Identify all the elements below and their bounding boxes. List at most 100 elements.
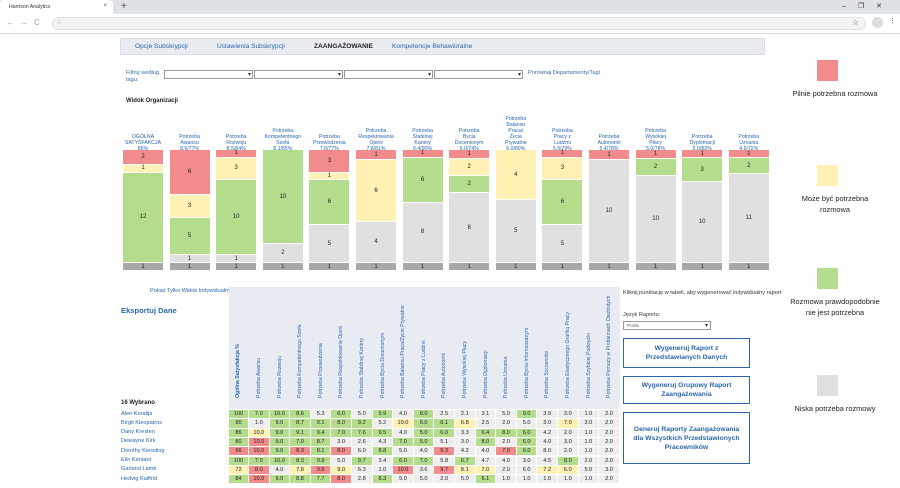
score-cell[interactable]: 5.0 (578, 465, 600, 476)
score-cell[interactable]: 3.0 (558, 437, 579, 448)
score-cell[interactable]: 1.0 (372, 465, 394, 476)
score-cell[interactable]: 2.0 (599, 437, 620, 448)
score-cell[interactable]: 6.4 (475, 428, 497, 438)
chart-bar[interactable]: 1 3 10 1 1 (216, 150, 257, 271)
chart-segment-yellow[interactable]: 1 (123, 165, 163, 173)
chart-segment-gray[interactable]: 4 (356, 221, 396, 263)
table-column-header[interactable]: Potrzeba Szybkiej Podwyżki (586, 333, 592, 398)
score-cell[interactable]: 8.0 (413, 410, 435, 420)
score-cell[interactable]: 5.2 (372, 419, 394, 429)
chart-segment-red[interactable]: 2 (123, 150, 163, 166)
score-cell[interactable]: 8.0 (537, 447, 558, 457)
table-column-header[interactable]: Potrzeba Stabilnej Kariery (359, 338, 365, 398)
score-cell[interactable]: 5.0 (516, 419, 538, 429)
chart-segment-red[interactable]: 1 (216, 150, 257, 158)
chart-segment-dark[interactable]: 1 (495, 263, 536, 271)
score-cell[interactable]: 6.3 (352, 465, 373, 476)
score-cell[interactable]: 4.0 (537, 437, 558, 448)
score-cell[interactable]: 3.0 (578, 419, 600, 429)
score-cell[interactable]: 2.0 (599, 428, 620, 438)
chart-segment-gray[interactable]: 1 (169, 255, 210, 263)
chart-segment-gray[interactable]: 5 (542, 225, 583, 263)
chart-column-label[interactable]: Potrzeba Bycia Docenionym 6.0/74% (454, 128, 484, 152)
score-cell[interactable]: 7.2 (537, 465, 558, 476)
chart-column-label[interactable]: Potrzeba Respektowania Opinii 7.8/81% (358, 128, 394, 152)
score-cell[interactable]: 3.3 (455, 428, 476, 438)
chart-bar[interactable]: 10 2 1 (262, 150, 303, 271)
score-cell[interactable]: 3.0 (331, 437, 352, 448)
score-cell[interactable]: 9.0 (331, 465, 352, 476)
score-cell[interactable]: 4.7 (475, 456, 497, 466)
chart-segment-red[interactable]: 1 (542, 150, 583, 158)
chart-segment-yellow[interactable]: 4 (495, 150, 536, 201)
chart-segment-gray[interactable]: 11 (728, 174, 769, 263)
chart-segment-dark[interactable]: 1 (449, 263, 490, 271)
score-cell[interactable]: 7.0 (249, 410, 270, 420)
chart-segment-green[interactable]: 6 (542, 180, 583, 226)
employee-name[interactable]: Elin Kentaró (121, 457, 152, 463)
score-cell[interactable]: 5.0 (413, 428, 435, 438)
score-cell[interactable]: 80 (229, 437, 249, 448)
chart-segment-red[interactable]: 1 (449, 150, 490, 159)
score-cell[interactable]: 6.0 (558, 465, 579, 476)
chart-segment-green[interactable]: 2 (449, 176, 490, 194)
score-cell[interactable]: 2.0 (599, 475, 620, 485)
chart-segment-gray[interactable]: 2 (262, 244, 303, 263)
chart-bar[interactable]: 1 2 10 1 (635, 150, 676, 271)
score-cell[interactable]: 9.2 (352, 419, 373, 429)
score-cell[interactable]: 6.0 (352, 447, 373, 457)
chart-segment-green[interactable]: 2 (635, 158, 676, 177)
score-cell[interactable]: 2.0 (599, 419, 620, 429)
chart-column-label[interactable]: Potrzeba Awansu 8.6/77% (179, 134, 200, 152)
score-cell[interactable]: 9.0 (269, 428, 291, 438)
chart-segment-yellow[interactable]: 3 (169, 195, 210, 218)
chart-segment-green[interactable]: 10 (262, 150, 303, 245)
table-column-header[interactable]: Potrzeba Dyplomacji (483, 350, 489, 398)
table-column-header[interactable]: Potrzeba Przewodzenia (318, 343, 324, 398)
tab-engagement[interactable]: ZAANGAŻOWANIE (314, 43, 373, 50)
chart-segment-gray[interactable]: 10 (682, 182, 723, 263)
score-cell[interactable]: 3.4 (372, 456, 394, 466)
score-cell[interactable]: 8.0 (331, 419, 352, 429)
score-cell[interactable]: 2.0 (599, 447, 620, 457)
chart-segment-green[interactable]: 2 (728, 158, 769, 175)
score-cell[interactable]: 2.0 (599, 410, 620, 420)
score-cell[interactable]: 2.5 (434, 410, 455, 420)
score-cell[interactable]: 5.0 (352, 410, 373, 420)
browser-tab[interactable]: Harrison Analytics × (0, 0, 113, 14)
chart-segment-green[interactable]: 3 (682, 158, 723, 183)
score-cell[interactable]: 90 (229, 419, 249, 429)
score-cell[interactable]: 6.0 (516, 465, 538, 476)
score-cell[interactable]: 2.5 (475, 419, 497, 429)
score-cell[interactable]: 84 (229, 475, 249, 485)
score-cell[interactable]: 5.8 (434, 456, 455, 466)
generate-group-report-button[interactable]: Wygeneruj Grupowy Raport Zaangażowania (623, 376, 750, 404)
score-cell[interactable]: 10.0 (249, 475, 270, 485)
score-cell[interactable]: 10.0 (393, 419, 414, 429)
table-column-header[interactable]: Ogólna Satysfakcja % (235, 344, 241, 398)
language-select[interactable]: Polski (623, 321, 711, 330)
chart-segment-dark[interactable]: 1 (728, 263, 769, 271)
score-cell[interactable]: 8.0 (331, 475, 352, 485)
score-cell[interactable]: 7.0 (475, 465, 497, 476)
chart-segment-dark[interactable]: 1 (216, 263, 257, 271)
score-cell[interactable]: 2.0 (558, 428, 579, 438)
score-cell[interactable]: 2.0 (599, 456, 620, 466)
score-cell[interactable]: 7.6 (352, 428, 373, 438)
score-cell[interactable]: 7.0 (558, 419, 579, 429)
chart-segment-gray[interactable]: 5 (495, 200, 536, 263)
chart-segment-gray[interactable]: 8 (402, 202, 443, 263)
score-cell[interactable]: 10.0 (393, 465, 414, 476)
tab-behavioral-competencies[interactable]: Kompetencje Behawioralne (392, 43, 473, 50)
close-tab-icon[interactable]: × (103, 3, 107, 9)
score-cell[interactable]: 8.7 (310, 437, 332, 448)
score-cell[interactable]: 7.0 (249, 456, 270, 466)
score-cell[interactable]: 9.9 (372, 410, 394, 420)
score-cell[interactable]: 3.1 (475, 410, 497, 420)
score-cell[interactable]: 5.0 (413, 437, 435, 448)
chart-segment-red[interactable]: 6 (169, 150, 210, 196)
table-column-header[interactable]: Potrzeba Uznania (503, 357, 509, 398)
score-cell[interactable]: 6.8 (455, 419, 476, 429)
table-column-header[interactable]: Potrzeba Autonomii (441, 353, 447, 398)
score-cell[interactable]: 6.0 (516, 437, 538, 448)
